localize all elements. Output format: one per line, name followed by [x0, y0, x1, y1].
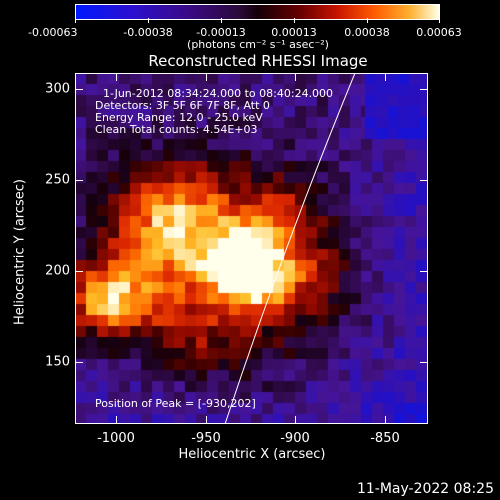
- detectors-text: Detectors: 3F 5F 6F 7F 8F, Att 0: [95, 99, 270, 112]
- y-tick-mark: [420, 271, 428, 272]
- colorbar-tick-mark: [75, 18, 76, 23]
- y-tick-label: 250: [45, 172, 70, 188]
- energy-range-text: Energy Range: 12.0 - 25.0 keV: [95, 111, 263, 124]
- y-tick-mark: [75, 89, 83, 90]
- colorbar-tick-label: 0.00038: [344, 26, 390, 39]
- x-tick-mark: [295, 416, 296, 424]
- heatmap-canvas: [75, 73, 428, 424]
- colorbar-tick-label: -0.00013: [196, 26, 246, 39]
- rhessi-image: [75, 73, 428, 424]
- y-tick-label: 150: [45, 354, 70, 370]
- colorbar-tick-mark: [148, 18, 149, 23]
- footer-timestamp: 11-May-2022 08:25: [356, 481, 494, 497]
- y-tick-mark: [420, 89, 428, 90]
- peak-position-text: Position of Peak = [-930,202]: [95, 397, 256, 410]
- x-tick-label: -900: [280, 431, 310, 446]
- y-tick-mark: [420, 362, 428, 363]
- colorbar-unit-label: (photons cm⁻² s⁻¹ asec⁻²): [187, 38, 329, 51]
- x-tick-mark: [206, 416, 207, 424]
- x-tick-mark: [116, 73, 117, 81]
- solar-limb-line: [224, 73, 356, 424]
- colorbar-tick-mark: [367, 18, 368, 23]
- x-tick-label: -950: [191, 431, 221, 446]
- y-tick-mark: [420, 180, 428, 181]
- x-axis-label: Heliocentric X (arcsec): [178, 447, 326, 462]
- x-tick-label: -850: [370, 431, 400, 446]
- colorbar-tick-label: -0.00038: [123, 26, 173, 39]
- limb-overlay: [224, 73, 356, 424]
- colorbar-tick-label: -0.00063: [28, 26, 78, 39]
- x-tick-mark: [206, 73, 207, 81]
- y-tick-mark: [75, 362, 83, 363]
- y-tick-mark: [75, 271, 83, 272]
- x-tick-label: -1000: [97, 431, 135, 446]
- y-tick-mark: [75, 180, 83, 181]
- colorbar-tick-mark: [221, 18, 222, 23]
- colorbar-tick-mark: [439, 18, 440, 23]
- y-axis-label: Heliocentric Y (arcsec): [12, 179, 28, 325]
- x-tick-mark: [116, 416, 117, 424]
- colorbar: [75, 4, 440, 20]
- clean-counts-text: Clean Total counts: 4.54E+03: [95, 123, 258, 136]
- y-tick-label: 200: [45, 263, 70, 279]
- x-tick-mark: [385, 73, 386, 81]
- plot-title: Reconstructed RHESSI Image: [148, 52, 368, 70]
- x-tick-mark: [295, 73, 296, 81]
- x-tick-mark: [385, 416, 386, 424]
- time-range-text: 1-Jun-2012 08:34:24.000 to 08:40:24.000: [103, 87, 334, 100]
- colorbar-tick-label: 0.00013: [271, 26, 317, 39]
- colorbar-tick-mark: [294, 18, 295, 23]
- y-tick-label: 300: [45, 81, 70, 97]
- colorbar-tick-label: 0.00063: [416, 26, 462, 39]
